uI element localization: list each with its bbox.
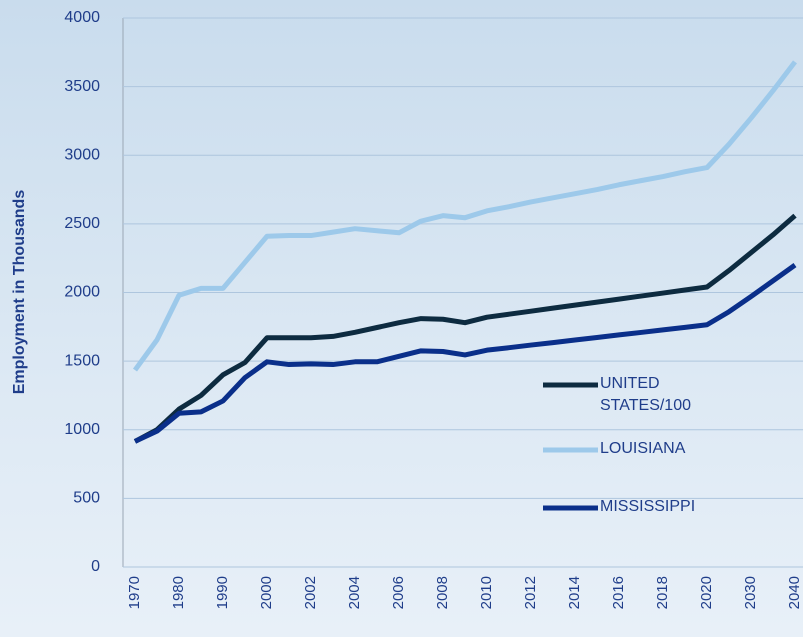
line xyxy=(133,263,797,444)
y-axis-label: Employment in Thousands xyxy=(11,190,28,395)
x-tick-label: 2030 xyxy=(742,576,759,609)
y-tick-label: 500 xyxy=(73,490,100,507)
x-tick-label: 2040 xyxy=(786,576,803,609)
x-tick-label: 2012 xyxy=(522,576,539,609)
x-tick-label: 2014 xyxy=(566,576,583,609)
legend-entry: LOUISIANA xyxy=(600,440,686,457)
x-tick-label: 1980 xyxy=(170,576,187,609)
y-tick-label: 4000 xyxy=(64,9,100,26)
x-tick-label: 1970 xyxy=(126,576,143,609)
y-tick-label: 0 xyxy=(91,558,100,575)
y-tick-label: 1000 xyxy=(64,421,100,438)
legend-label: MISSISSIPPI xyxy=(600,498,696,515)
y-tick-label: 3500 xyxy=(64,78,100,95)
x-tick-label: 2018 xyxy=(654,576,671,609)
x-tick-label: 2000 xyxy=(258,576,275,609)
x-tick-label: 2002 xyxy=(302,576,319,609)
y-tick-label: 2500 xyxy=(64,215,100,232)
x-tick-label: 2020 xyxy=(698,576,715,609)
x-tick-label: 2008 xyxy=(434,576,451,609)
line xyxy=(132,60,797,372)
y-tick-label: 3000 xyxy=(64,146,100,163)
y-tick-label: 2000 xyxy=(64,284,100,301)
x-tick-label: 1990 xyxy=(214,576,231,609)
legend-entry: UNITED STATES/100 xyxy=(600,375,691,414)
legend-label: UNITED STATES/100 xyxy=(600,375,691,414)
line xyxy=(133,213,797,444)
legend-label: LOUISIANA xyxy=(600,440,686,457)
y-tick-label: 1500 xyxy=(64,352,100,369)
x-tick-label: 2004 xyxy=(346,576,363,609)
x-tick-label: 2006 xyxy=(390,576,407,609)
x-tick-label: 2010 xyxy=(478,576,495,609)
x-tick-label: 2016 xyxy=(610,576,627,609)
legend-entry: MISSISSIPPI xyxy=(600,498,696,515)
